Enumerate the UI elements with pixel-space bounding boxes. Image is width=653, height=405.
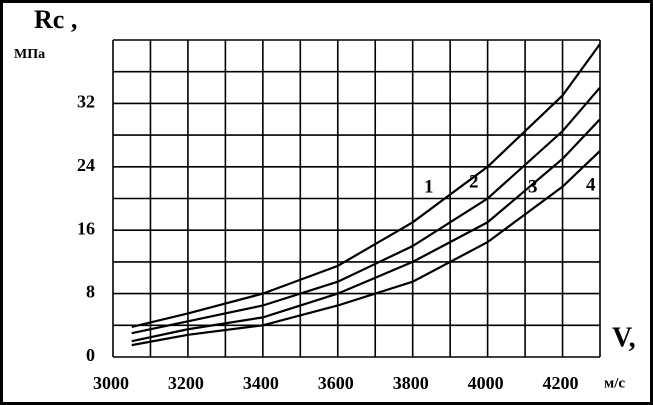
x-tick-label: 4200: [543, 373, 579, 393]
curve: [131, 86, 601, 335]
y-axis-unit: МПа: [14, 47, 45, 62]
x-tick-label: 3800: [393, 373, 429, 393]
y-tick-label: 8: [86, 282, 95, 302]
curve-label: 2: [469, 171, 479, 192]
x-tick-label: 3200: [168, 373, 204, 393]
curve: [131, 43, 601, 328]
y-axis-label: Rc ,: [34, 5, 77, 34]
x-axis-label: V,: [612, 322, 636, 353]
x-tick-label: 4000: [468, 373, 504, 393]
x-tick-label: 3600: [318, 373, 354, 393]
curve-label: 4: [586, 174, 596, 195]
curve-labels: 1 2 3 4: [424, 171, 596, 197]
x-tick-label: 3000: [93, 373, 129, 393]
curve-label: 3: [528, 176, 538, 197]
y-tick-label: 32: [77, 92, 95, 112]
curve: [131, 150, 601, 347]
curve-label: 1: [424, 176, 434, 197]
curve: [131, 118, 601, 343]
x-tick-label: 3400: [243, 373, 279, 393]
y-tick-label: 24: [77, 155, 95, 175]
y-tick-label: 0: [86, 345, 95, 365]
y-tick-label: 16: [77, 218, 95, 238]
x-axis-unit: м/с: [604, 375, 625, 391]
